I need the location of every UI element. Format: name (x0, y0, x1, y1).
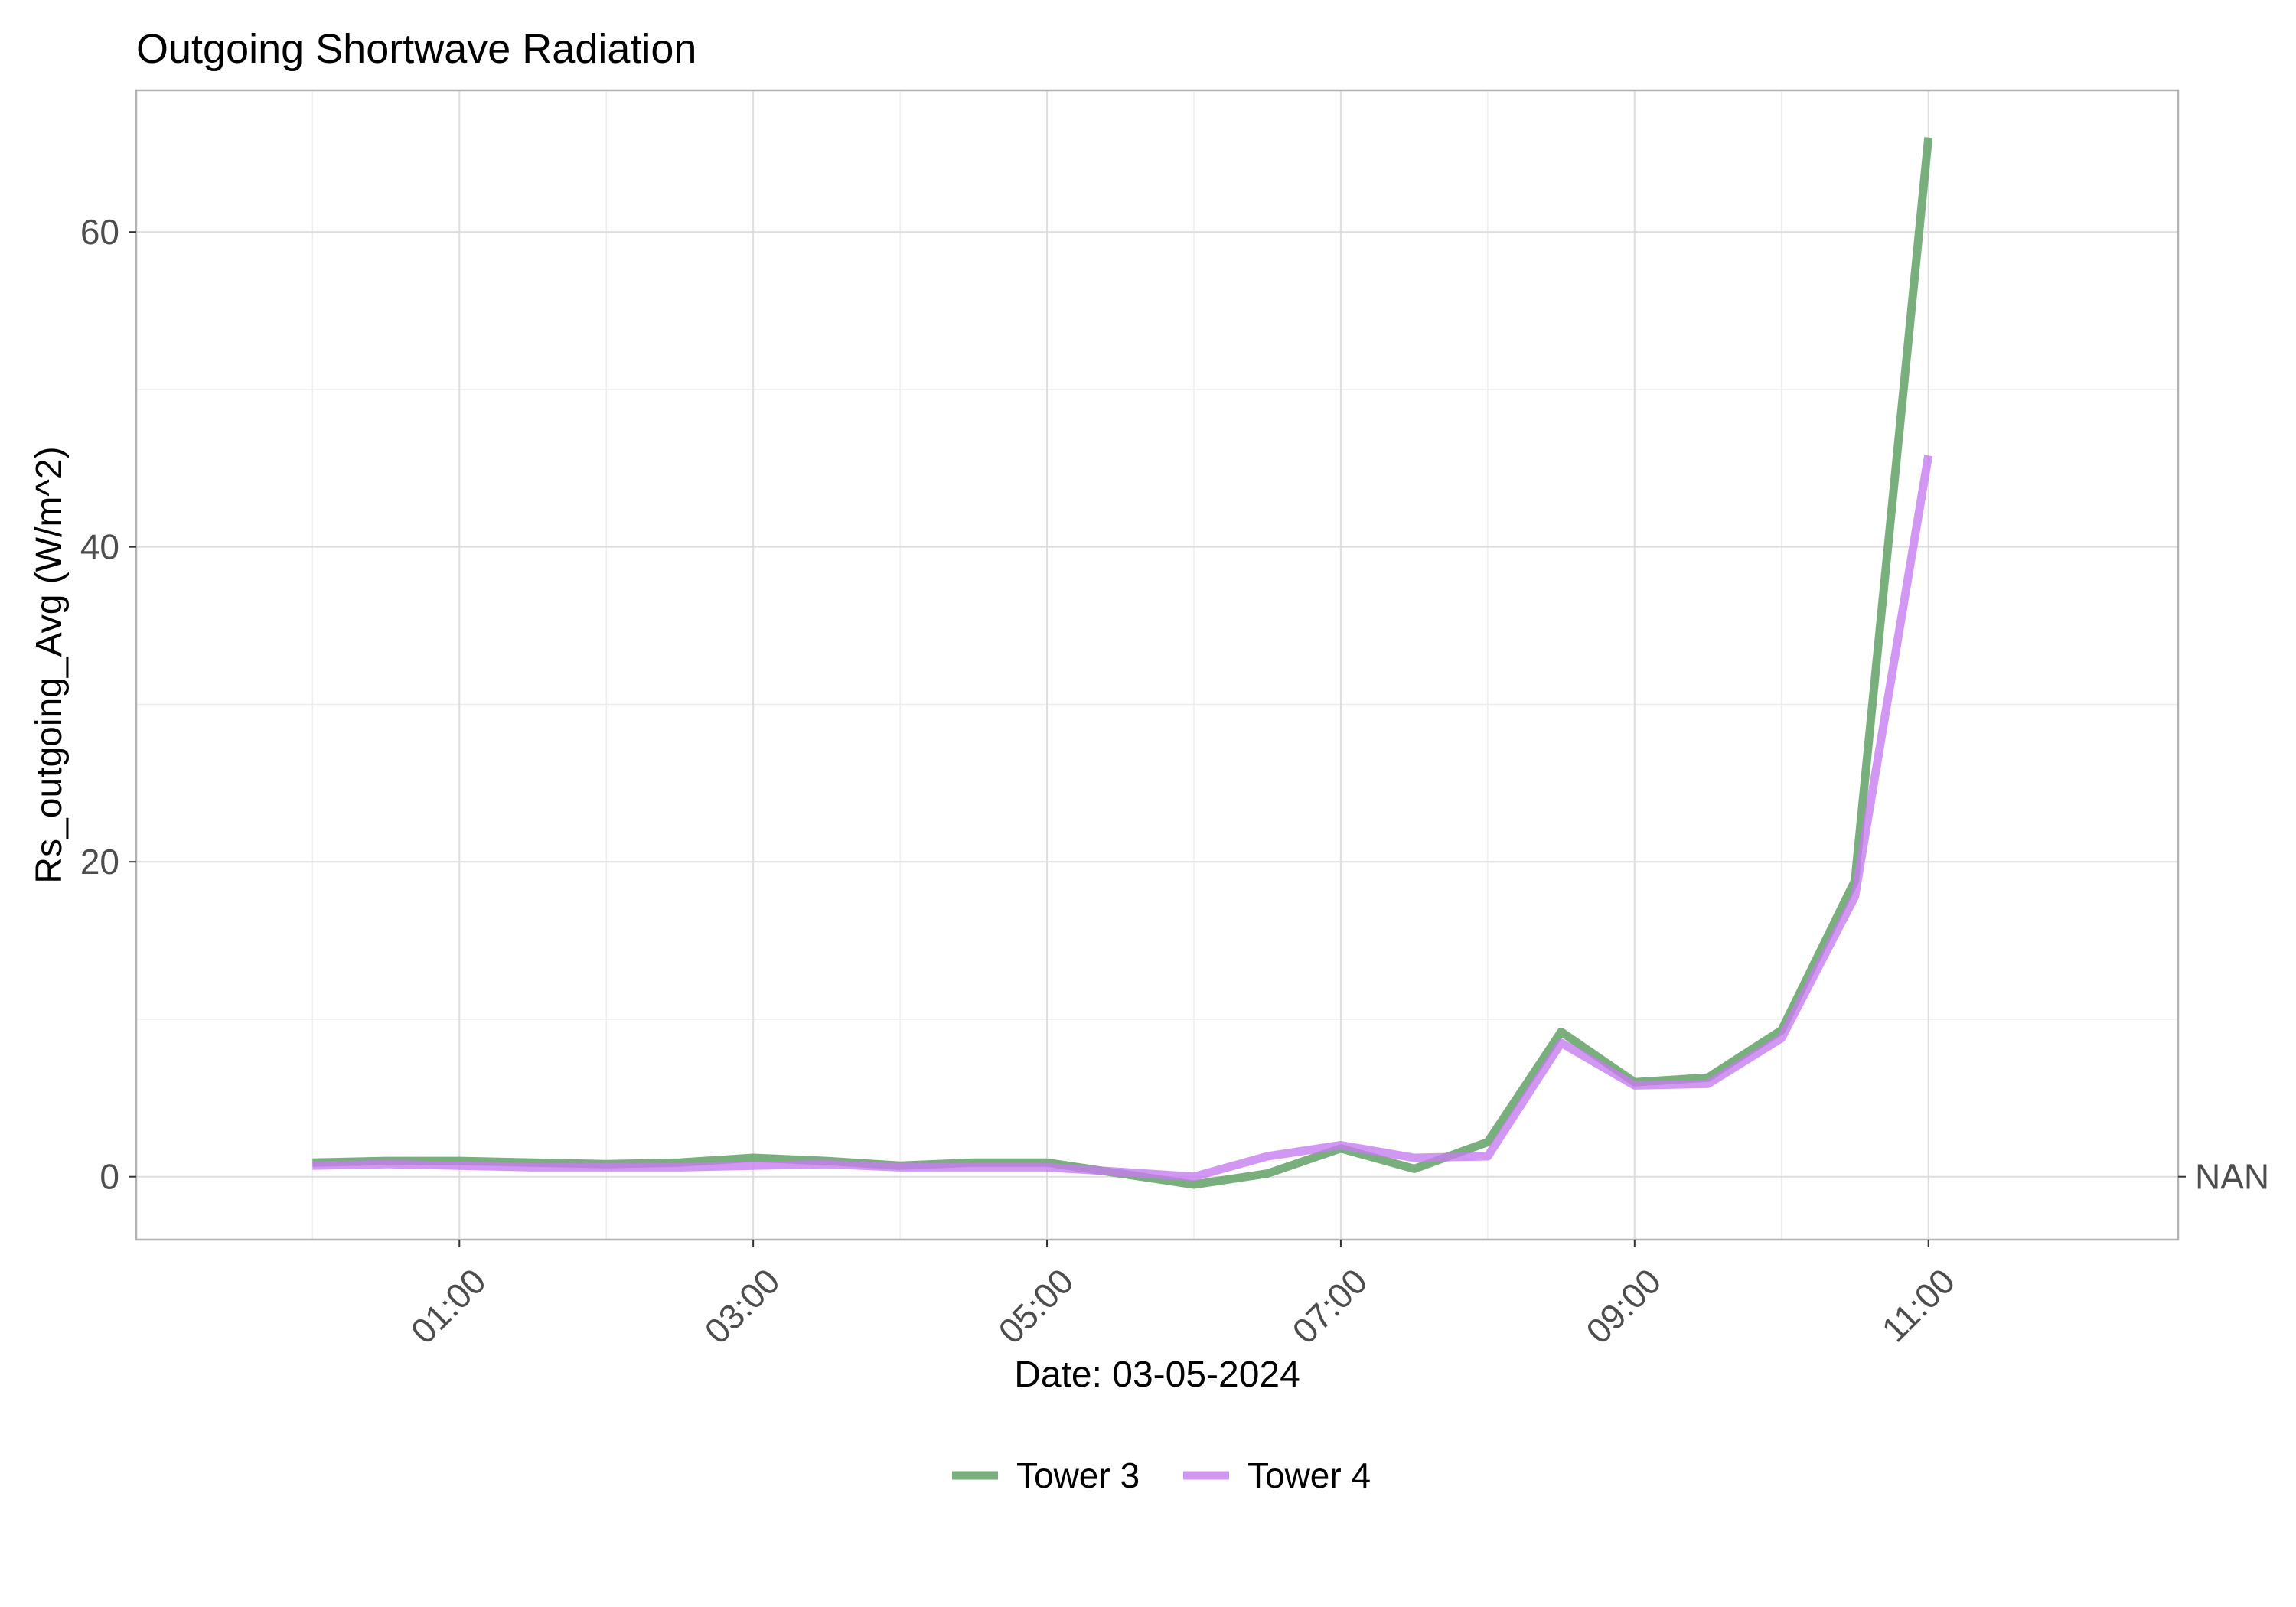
y-tick-label: 20 (80, 842, 119, 882)
y-axis-ticks: 0 20 40 60 (80, 212, 2186, 1197)
x-tick-label: 03:00 (696, 1261, 787, 1351)
series-lines (312, 137, 1933, 1189)
x-tick-label: 07:00 (1284, 1261, 1375, 1351)
legend-item: Tower 4 (1183, 1455, 1371, 1495)
legend-item: Tower 3 (952, 1455, 1140, 1495)
secondary-y-tick-label: NAN (2195, 1157, 2269, 1197)
x-axis-ticks: 01:00 03:00 05:00 07:00 09:00 11:00 (403, 1240, 1962, 1351)
y-tick-label: 0 (99, 1157, 119, 1197)
legend-label: Tower 4 (1247, 1455, 1371, 1495)
minor-gridlines (136, 90, 2178, 1240)
legend-label: Tower 3 (1016, 1455, 1140, 1495)
x-tick-label: 05:00 (990, 1261, 1081, 1351)
x-axis-title: Date: 03-05-2024 (1014, 1354, 1300, 1395)
x-tick-label: 11:00 (1874, 1261, 1962, 1350)
y-tick-label: 40 (80, 527, 119, 567)
x-tick-label: 09:00 (1578, 1261, 1668, 1351)
y-tick-label: 60 (80, 212, 119, 252)
major-gridlines (136, 90, 2178, 1240)
x-tick-label: 01:00 (403, 1261, 494, 1351)
chart-title: Outgoing Shortwave Radiation (136, 26, 696, 72)
legend: Tower 3 Tower 4 (952, 1455, 1371, 1495)
series-line-tower-3 (312, 137, 1933, 1189)
series-line-tower-4 (312, 455, 1933, 1182)
y-axis-title: Rs_outgoing_Avg (W/m^2) (29, 446, 70, 883)
plot-panel-border (135, 89, 2180, 1241)
